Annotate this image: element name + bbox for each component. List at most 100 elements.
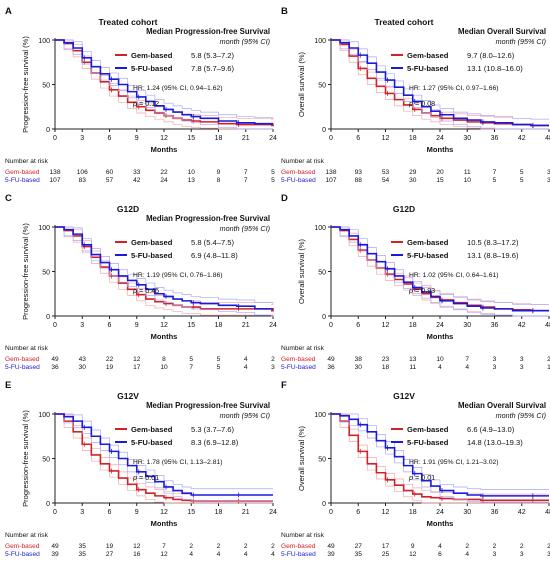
at-risk-label: Number at risk [281, 532, 325, 539]
at-risk-gem: 5 [271, 169, 275, 176]
x-tick-label: 6 [108, 509, 112, 516]
at-risk-gem: 12 [133, 543, 141, 550]
x-axis-label: Months [427, 519, 454, 528]
p-value-number: = 0.45 [139, 286, 159, 295]
x-tick-label: 24 [436, 135, 444, 142]
at-risk-gem: 9 [411, 543, 415, 550]
y-tick-label: 50 [318, 270, 326, 277]
x-tick-label: 0 [53, 322, 57, 329]
x-tick-label: 30 [463, 322, 471, 329]
at-risk-fu: 4 [465, 551, 469, 558]
x-tick-label: 21 [242, 509, 250, 516]
at-risk-gem: 35 [79, 543, 87, 550]
panel-e: E G12V 0 50 100 Progression-free survival (%)… [5, 380, 277, 558]
p-value: p = 0.01 [132, 473, 159, 482]
x-axis-label: Months [427, 145, 454, 154]
y-tick-label: 100 [314, 38, 326, 45]
ci-lower-fu [55, 39, 273, 130]
y-tick-label: 0 [46, 314, 50, 321]
x-tick-label: 3 [80, 509, 84, 516]
panel-letter: E [5, 380, 11, 391]
x-tick-label: 18 [409, 509, 417, 516]
at-risk-row-label-gem: Gem-based [281, 543, 316, 550]
at-risk-gem: 29 [409, 169, 417, 176]
x-tick-label: 48 [545, 509, 550, 516]
x-tick-label: 0 [53, 509, 57, 516]
x-tick-label: 21 [242, 322, 250, 329]
ci-unit-label: month (95% CI) [496, 411, 546, 420]
hazard-ratio: HR: 1.24 (95% CI, 0.94–1.62) [133, 85, 223, 92]
at-risk-gem: 19 [106, 543, 114, 550]
at-risk-fu: 4 [465, 364, 469, 371]
at-risk-row-label-gem: Gem-based [5, 356, 40, 363]
panel-title: G12D [393, 204, 415, 214]
x-tick-label: 9 [135, 135, 139, 142]
at-risk-fu: 5 [217, 364, 221, 371]
at-risk-fu: 11 [409, 364, 416, 371]
at-risk-fu: 16 [133, 551, 141, 558]
x-tick-label: 3 [80, 135, 84, 142]
at-risk-fu: 24 [160, 177, 168, 184]
y-tick-label: 0 [322, 501, 326, 508]
legend-median-fu: 13.1 (10.8–16.0) [467, 64, 523, 73]
panel-letter: B [281, 6, 288, 17]
p-symbol: p [132, 99, 139, 108]
ci-unit-label: month (95% CI) [496, 37, 546, 46]
p-value: p = 0.93 [408, 286, 435, 295]
at-risk-fu: 27 [106, 551, 114, 558]
legend-median-fu: 8.3 (6.9–12.8) [191, 438, 239, 447]
at-risk-fu: 18 [382, 364, 390, 371]
at-risk-gem: 8 [162, 356, 166, 363]
at-risk-fu: 3 [493, 364, 497, 371]
y-tick-label: 100 [314, 412, 326, 419]
legend-median-fu: 6.9 (4.8–11.8) [191, 251, 238, 260]
p-value-number: = 0.01 [415, 473, 435, 482]
at-risk-fu: 7 [189, 364, 193, 371]
panel-letter: C [5, 193, 12, 204]
at-risk-gem: 53 [382, 169, 390, 176]
legend-label-fu: 5-FU-based [407, 438, 449, 447]
at-risk-fu: 4 [244, 364, 248, 371]
at-risk-gem: 2 [217, 543, 221, 550]
ci-lower-gem [55, 39, 273, 130]
legend-median-gem: 5.3 (3.7–7.6) [191, 425, 235, 434]
at-risk-fu: 39 [51, 551, 59, 558]
p-symbol: p [408, 473, 415, 482]
at-risk-fu: 88 [355, 177, 363, 184]
legend-label-gem: Gem-based [407, 425, 449, 434]
at-risk-gem: 2 [271, 543, 275, 550]
legend-label-fu: 5-FU-based [131, 251, 173, 260]
at-risk-gem: 49 [51, 543, 59, 550]
at-risk-gem: 11 [464, 169, 471, 176]
p-value: p = 0.45 [132, 286, 159, 295]
x-tick-label: 18 [215, 322, 223, 329]
x-tick-label: 24 [269, 509, 277, 516]
at-risk-fu: 5 [493, 177, 497, 184]
legend-median-gem: 9.7 (8.0–12.6) [467, 51, 515, 60]
at-risk-fu: 36 [51, 364, 59, 371]
at-risk-gem: 2 [271, 356, 275, 363]
at-risk-label: Number at risk [5, 158, 49, 165]
at-risk-gem: 49 [327, 356, 335, 363]
at-risk-gem: 106 [77, 169, 88, 176]
at-risk-fu: 7 [244, 177, 248, 184]
at-risk-fu: 3 [547, 177, 550, 184]
ci-lower-gem [55, 226, 274, 317]
x-tick-label: 9 [135, 509, 139, 516]
y-tick-label: 50 [42, 83, 50, 90]
at-risk-row-label-fu: 5-FU-based [281, 551, 316, 558]
at-risk-fu: 35 [355, 551, 363, 558]
km-curve-fu [331, 413, 549, 497]
at-risk-gem: 93 [355, 169, 363, 176]
at-risk-row-label-gem: Gem-based [281, 356, 316, 363]
y-axis-label: Progression-free survival (%) [21, 36, 30, 133]
at-risk-fu: 3 [271, 364, 275, 371]
x-axis-label: Months [151, 332, 178, 341]
x-tick-label: 12 [382, 135, 390, 142]
ci-lower-fu [55, 413, 273, 502]
km-curve-fu [55, 226, 273, 310]
at-risk-fu: 30 [79, 364, 87, 371]
